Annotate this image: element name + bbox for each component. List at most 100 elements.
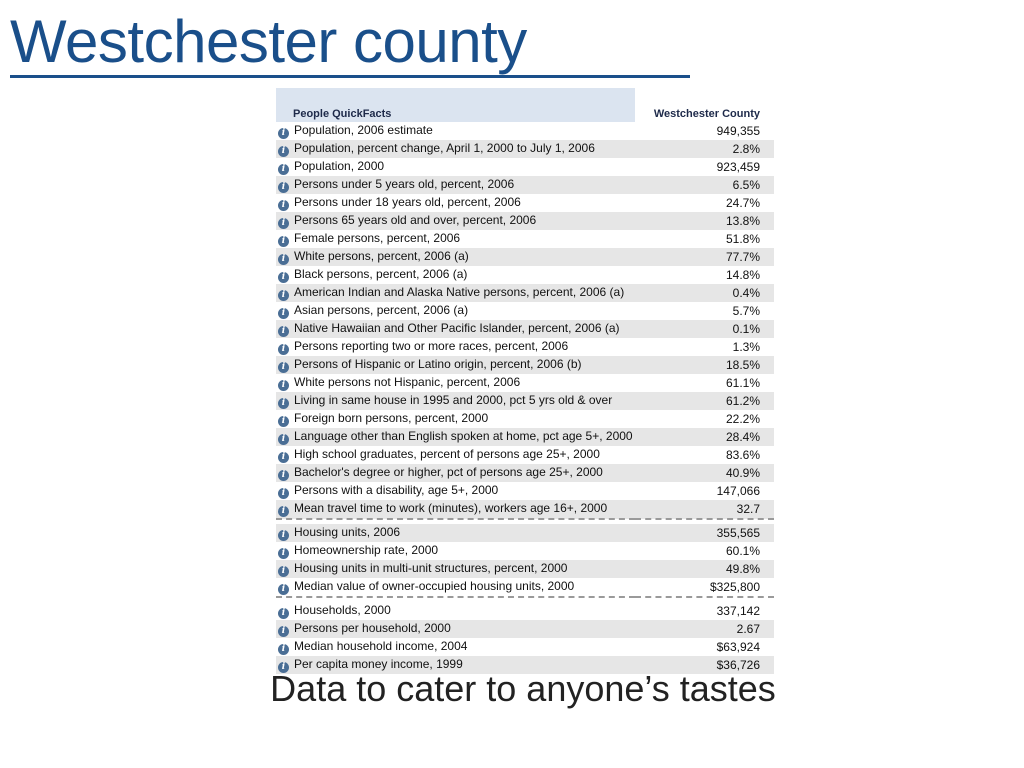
info-icon[interactable]: i [278,416,289,427]
table-row: i Persons under 18 years old, percent, 20… [276,194,774,212]
row-label-cell: i Bachelor's degree or higher, pct of per… [276,464,635,482]
row-label-cell: i Population, 2006 estimate [276,122,635,140]
row-value: 147,066 [634,482,774,500]
table-row: i White persons, percent, 2006 (a) 77.7% [276,248,774,266]
table-body: i Population, 2006 estimate 949,355 i Popula… [276,122,774,674]
row-label: Housing units in multi-unit structures, … [294,561,568,575]
info-icon[interactable]: i [278,362,289,373]
quickfacts-table: People QuickFacts Westchester County i Po… [276,88,774,674]
row-value: 2.8% [634,140,774,158]
table-row: i Black persons, percent, 2006 (a) 14.8% [276,266,774,284]
row-label-cell: i Per capita money income, 1999 [276,656,635,674]
info-icon[interactable]: i [278,146,289,157]
table-header-row: People QuickFacts Westchester County [276,88,774,122]
row-label: Housing units, 2006 [294,525,401,539]
table-row: i Language other than English spoken at h… [276,428,774,446]
table-row: i Native Hawaiian and Other Pacific Islan… [276,320,774,338]
info-icon[interactable]: i [278,236,289,247]
row-label: Persons with a disability, age 5+, 2000 [294,483,499,497]
row-value: 61.1% [634,374,774,392]
row-value: $325,800 [634,578,774,597]
info-icon[interactable]: i [278,608,289,619]
info-icon[interactable]: i [278,452,289,463]
info-icon[interactable]: i [278,380,289,391]
info-icon[interactable]: i [278,128,289,139]
row-value: 32.7 [634,500,774,519]
table-row: i Households, 2000 337,142 [276,602,774,620]
info-icon[interactable]: i [278,290,289,301]
row-value: 14.8% [634,266,774,284]
table-row: i High school graduates, percent of perso… [276,446,774,464]
header-county: Westchester County [634,88,774,122]
table-row: i Persons of Hispanic or Latino origin, p… [276,356,774,374]
row-label-cell: i Asian persons, percent, 2006 (a) [276,302,635,320]
row-value: 355,565 [634,524,774,542]
row-label-cell: i American Indian and Alaska Native perso… [276,284,635,302]
row-label-cell: i Female persons, percent, 2006 [276,230,635,248]
row-label-cell: i Persons 65 years old and over, percent,… [276,212,635,230]
row-label-cell: i Persons with a disability, age 5+, 2000 [276,482,635,500]
info-icon[interactable]: i [278,200,289,211]
table-row: i Persons per household, 2000 2.67 [276,620,774,638]
row-value: 0.1% [634,320,774,338]
row-label: Median value of owner-occupied housing u… [294,579,575,593]
row-value: 77.7% [634,248,774,266]
row-label: Persons per household, 2000 [294,621,451,635]
info-icon[interactable]: i [278,506,289,517]
row-value: 28.4% [634,428,774,446]
table-row: i Asian persons, percent, 2006 (a) 5.7% [276,302,774,320]
row-label: Population, 2006 estimate [294,123,433,137]
info-icon[interactable]: i [278,164,289,175]
row-value: 61.2% [634,392,774,410]
info-icon[interactable]: i [278,308,289,319]
table-row: i Living in same house in 1995 and 2000, … [276,392,774,410]
row-label: White persons not Hispanic, percent, 200… [294,375,521,389]
row-label: Asian persons, percent, 2006 (a) [294,303,469,317]
info-icon[interactable]: i [278,626,289,637]
info-icon[interactable]: i [278,218,289,229]
slide-caption: Data to cater to anyone’s tastes [270,668,776,709]
table-row: i Foreign born persons, percent, 2000 22.2… [276,410,774,428]
row-label-cell: i Median value of owner-occupied housing … [276,578,635,597]
info-icon[interactable]: i [278,434,289,445]
table-row: i Median value of owner-occupied housing … [276,578,774,597]
info-icon[interactable]: i [278,488,289,499]
info-icon[interactable]: i [278,470,289,481]
row-value: 24.7% [634,194,774,212]
row-label-cell: i Population, percent change, April 1, 20… [276,140,635,158]
row-label-cell: i Mean travel time to work (minutes), wor… [276,500,635,519]
row-label: Native Hawaiian and Other Pacific Island… [294,321,620,335]
row-value: 923,459 [634,158,774,176]
row-label: Bachelor's degree or higher, pct of pers… [294,465,603,479]
info-icon[interactable]: i [278,530,289,541]
row-value: 60.1% [634,542,774,560]
info-icon[interactable]: i [278,584,289,595]
table-row: i American Indian and Alaska Native perso… [276,284,774,302]
info-icon[interactable]: i [278,548,289,559]
info-icon[interactable]: i [278,272,289,283]
info-icon[interactable]: i [278,344,289,355]
row-label: Median household income, 2004 [294,639,468,653]
row-label: Persons reporting two or more races, per… [294,339,569,353]
row-label-cell: i White persons not Hispanic, percent, 20… [276,374,635,392]
row-label-cell: i Persons reporting two or more races, pe… [276,338,635,356]
table-row: i Housing units in multi-unit structures,… [276,560,774,578]
row-label: Black persons, percent, 2006 (a) [294,267,468,281]
info-icon[interactable]: i [278,662,289,673]
row-value: 1.3% [634,338,774,356]
info-icon[interactable]: i [278,566,289,577]
info-icon[interactable]: i [278,398,289,409]
row-label: Living in same house in 1995 and 2000, p… [294,393,613,407]
row-label-cell: i Living in same house in 1995 and 2000, … [276,392,635,410]
row-label-cell: i Housing units, 2006 [276,524,635,542]
row-label-cell: i Persons under 18 years old, percent, 20… [276,194,635,212]
info-icon[interactable]: i [278,254,289,265]
section-divider [276,596,774,602]
row-value: 2.67 [634,620,774,638]
row-value: 949,355 [634,122,774,140]
row-label: Foreign born persons, percent, 2000 [294,411,489,425]
table-row: i Bachelor's degree or higher, pct of per… [276,464,774,482]
info-icon[interactable]: i [278,326,289,337]
info-icon[interactable]: i [278,644,289,655]
info-icon[interactable]: i [278,182,289,193]
